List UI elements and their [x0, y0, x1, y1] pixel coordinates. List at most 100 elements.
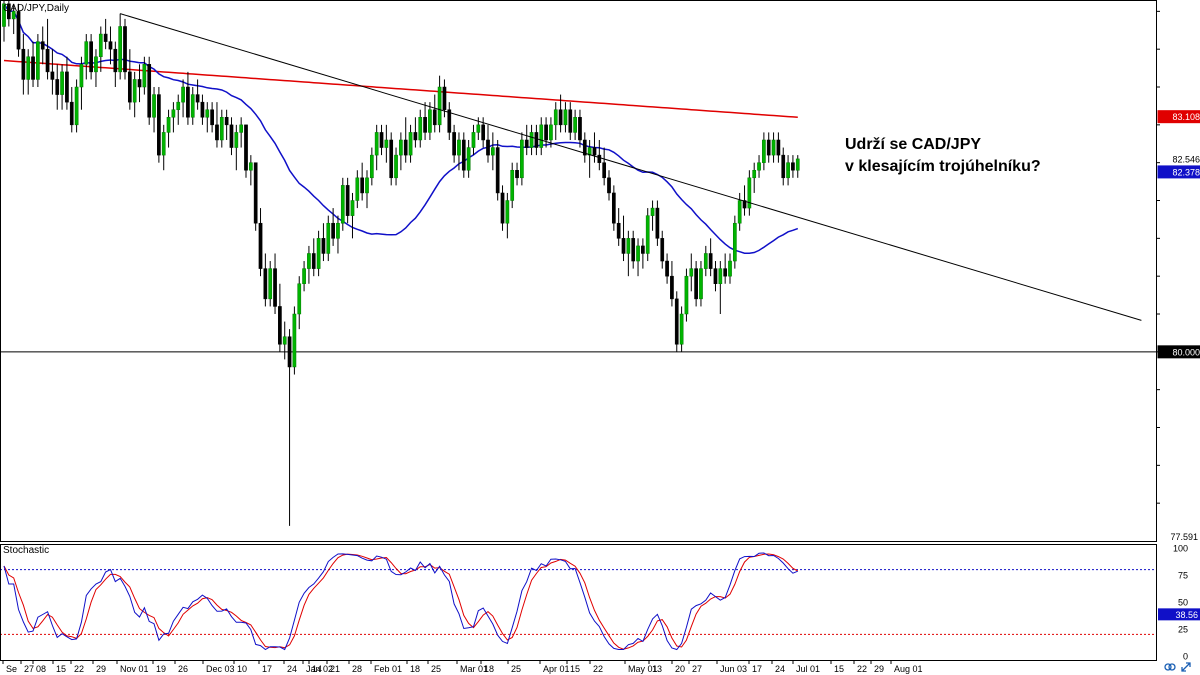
candle	[118, 13, 123, 80]
candle-body	[215, 124, 219, 141]
candle	[331, 208, 335, 246]
candle	[471, 124, 476, 156]
stochastic-axis-tick: 25	[1178, 625, 1188, 635]
candle	[297, 276, 302, 330]
candle	[326, 215, 331, 262]
candle	[50, 49, 55, 95]
candle	[379, 124, 384, 156]
candle-body	[737, 200, 742, 224]
candle-body	[771, 139, 776, 156]
candle	[98, 26, 103, 72]
candle	[369, 147, 374, 186]
candle-body	[147, 64, 152, 118]
candle	[684, 268, 689, 322]
candle	[510, 162, 515, 209]
candle-body	[108, 41, 113, 50]
candle-body	[345, 185, 350, 216]
stochastic-pane	[0, 552, 1156, 651]
candle-body	[413, 132, 418, 141]
candle-body	[631, 238, 636, 262]
candle-body	[660, 238, 665, 262]
candle-body	[365, 177, 369, 194]
candle-body	[689, 268, 694, 277]
candle	[89, 34, 93, 80]
time-axis-tick: 29	[874, 664, 884, 674]
candle	[665, 253, 669, 284]
time-axis-tick: 22	[857, 664, 867, 674]
candle-body	[471, 132, 476, 148]
descending-trendline	[120, 13, 1142, 321]
time-axis-tick: 17	[752, 664, 762, 674]
sma-100-line	[3, 3, 799, 254]
candle-body	[389, 139, 394, 179]
price-tag-box	[1157, 165, 1200, 179]
candle-body	[142, 64, 147, 88]
candle	[578, 109, 582, 148]
annotation-line-1: Udrží se CAD/JPY	[845, 136, 981, 153]
time-axis-tick: 21	[330, 664, 340, 674]
candle	[544, 117, 548, 148]
candle-body	[190, 94, 195, 118]
expand-icon[interactable]	[1180, 661, 1192, 673]
candle-body	[510, 169, 515, 201]
candle-body	[582, 139, 587, 156]
candle-body	[791, 162, 795, 171]
candle-body	[447, 109, 452, 133]
time-axis-tick: Feb 01	[374, 664, 402, 674]
time-axis-tick: 15	[570, 664, 580, 674]
candle	[147, 56, 152, 125]
candle-body	[50, 71, 55, 80]
time-axis-tick: 25	[431, 664, 441, 674]
candle-body	[461, 139, 466, 171]
candle	[2, 0, 6, 42]
candle	[127, 49, 132, 110]
stochastic-title: Stochastic	[3, 545, 49, 556]
candle	[655, 200, 660, 246]
candle	[394, 147, 398, 186]
candle	[278, 283, 282, 352]
candle-body	[699, 268, 703, 300]
candle	[432, 94, 437, 133]
candle	[650, 200, 655, 231]
time-axis-tick: 22	[593, 664, 603, 674]
candle-body	[437, 86, 442, 126]
candle-body	[123, 26, 127, 73]
candle	[597, 139, 602, 171]
candle	[413, 117, 418, 148]
candle-body	[307, 253, 311, 269]
candle	[631, 230, 636, 269]
candle	[452, 124, 456, 163]
candle-body	[757, 162, 761, 171]
time-axis-tick: Se	[6, 664, 17, 674]
candle	[108, 26, 113, 65]
candle-body	[670, 275, 674, 300]
candle-body	[89, 41, 93, 73]
candle	[636, 238, 640, 277]
candle	[757, 155, 761, 178]
link-icon[interactable]	[1164, 661, 1176, 673]
candle-body	[31, 56, 35, 80]
price-axis-tick: 77.591	[1170, 532, 1198, 542]
candle	[520, 132, 524, 186]
candle-body	[795, 158, 800, 171]
candle	[708, 238, 713, 277]
candle-body	[239, 124, 244, 133]
candle-body	[98, 33, 103, 57]
candle-body	[268, 268, 273, 300]
candle-body	[650, 207, 655, 216]
candle	[752, 162, 757, 193]
candle	[253, 162, 258, 231]
candle-body	[718, 268, 723, 284]
candle	[200, 94, 205, 125]
candle	[418, 109, 423, 148]
candle	[69, 87, 74, 133]
candle	[461, 132, 466, 178]
candle	[195, 79, 200, 110]
stochastic-d-line	[3, 553, 799, 650]
candle-body	[495, 147, 500, 194]
candle	[307, 245, 311, 284]
candle-body	[326, 222, 331, 254]
candle-body	[79, 64, 84, 88]
price-tag-box	[1157, 110, 1200, 124]
candle-body	[152, 94, 156, 118]
